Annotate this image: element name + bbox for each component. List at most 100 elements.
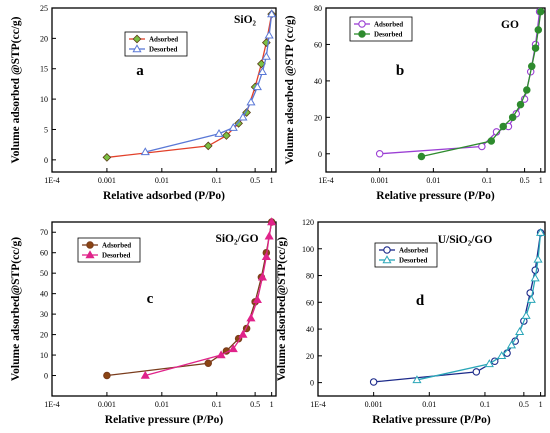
panel-title: SiO₂/GO xyxy=(215,233,258,245)
data-point xyxy=(508,113,517,122)
y-tick-label: 10 xyxy=(40,95,48,104)
y-tick-label: 40 xyxy=(314,77,322,86)
data-point xyxy=(499,122,507,131)
data-point xyxy=(536,7,545,16)
data-point xyxy=(228,122,238,131)
data-point xyxy=(140,370,150,379)
legend: Adsorbed Desorbed xyxy=(374,242,438,268)
legend-label: Adsorbed xyxy=(374,21,403,29)
plot-frame xyxy=(325,7,546,173)
data-point xyxy=(203,141,213,151)
data-point xyxy=(140,147,150,156)
legend-label: Desorbed xyxy=(399,257,427,265)
data-point xyxy=(506,340,517,349)
panel-title: SiO₂ xyxy=(234,14,257,26)
x-tick-label: 0.01 xyxy=(155,400,169,409)
data-point xyxy=(531,266,539,274)
panel-letter: c xyxy=(147,291,154,307)
data-point xyxy=(526,294,536,303)
data-point xyxy=(252,295,262,303)
data-point xyxy=(267,217,277,226)
x-tick-label: 1 xyxy=(270,400,274,409)
legend-marker xyxy=(86,241,94,249)
data-point xyxy=(238,112,248,121)
panel-letter: b xyxy=(396,63,404,79)
x-tick-label: 0.01 xyxy=(422,400,436,409)
y-tick-label: 15 xyxy=(40,65,48,74)
y-tick-label: 0 xyxy=(318,150,322,159)
legend: Adsorbed Desorbed xyxy=(77,237,141,263)
data-point xyxy=(234,119,243,128)
y-tick-label: 20 xyxy=(314,113,322,122)
chart-panel-b: 1E-4 0.001 0.01 0.1 0.5 1 0 20 40 60 80 Relative pr… xyxy=(284,4,546,202)
x-tick-label: 1 xyxy=(539,400,543,409)
legend: Adsorbed Desorbed xyxy=(349,16,413,42)
legend: Adsorbed Desorbed xyxy=(124,31,188,57)
x-tick-label: 0.01 xyxy=(155,176,169,185)
x-tick-label: 1E-4 xyxy=(318,176,334,185)
data-point xyxy=(516,100,525,109)
x-tick-label: 0.5 xyxy=(519,400,529,409)
series-line xyxy=(145,13,273,153)
series-desorbed xyxy=(140,217,277,379)
legend-marker xyxy=(358,30,366,38)
legend-marker xyxy=(85,250,95,259)
y-tick-label: 10 xyxy=(40,351,48,360)
y-tick-label: 20 xyxy=(306,352,314,361)
data-point xyxy=(252,82,262,91)
x-tick-label: 0.5 xyxy=(520,176,530,185)
legend-label: Desorbed xyxy=(374,31,402,39)
x-tick-label: 0.1 xyxy=(212,400,222,409)
data-point xyxy=(228,344,238,353)
data-point xyxy=(246,97,256,106)
series-desorbed xyxy=(412,228,546,384)
y-tick-label: 80 xyxy=(306,272,314,281)
y-tick-label: 70 xyxy=(40,228,48,237)
legend-label: Adsorbed xyxy=(149,36,178,44)
y-tick-label: 60 xyxy=(40,249,48,258)
legend-marker xyxy=(358,20,366,28)
data-point xyxy=(536,228,546,236)
y-tick-label: 80 xyxy=(314,4,322,13)
series-desorbed xyxy=(417,7,545,161)
y-tick-label: 120 xyxy=(302,218,314,227)
x-axis-title: Relative pressure (P/Po) xyxy=(372,414,491,426)
legend-marker xyxy=(132,34,142,44)
x-tick-label: 1E-4 xyxy=(44,400,60,409)
panel-letter: a xyxy=(136,63,144,79)
data-point xyxy=(216,350,226,359)
x-tick-label: 0.1 xyxy=(480,400,490,409)
x-tick-label: 0.001 xyxy=(365,400,383,409)
data-point xyxy=(531,44,540,52)
legend-label: Desorbed xyxy=(102,252,130,260)
plot-frame xyxy=(51,7,277,173)
x-tick-label: 0.001 xyxy=(371,176,389,185)
legend-marker xyxy=(382,255,392,264)
x-axis-title: Relative pressure (P/Po) xyxy=(376,190,495,202)
data-point xyxy=(257,59,266,69)
x-tick-label: 0.1 xyxy=(212,176,222,185)
x-tick-label: 0.01 xyxy=(426,176,440,185)
data-point xyxy=(222,131,231,140)
data-point xyxy=(261,51,271,60)
data-point xyxy=(369,378,378,386)
data-point xyxy=(214,129,224,137)
data-point xyxy=(533,254,543,263)
y-tick-label: 20 xyxy=(40,331,48,340)
x-tick-label: 0.001 xyxy=(98,176,116,185)
data-point xyxy=(264,231,274,240)
y-tick-label: 60 xyxy=(314,40,322,49)
y-axis-title: Volume adsorbed @STP (cc/g) xyxy=(284,15,296,164)
plot-frame xyxy=(51,221,277,397)
series-line xyxy=(421,11,542,158)
x-tick-label: 0.5 xyxy=(250,176,260,185)
data-point xyxy=(102,153,112,162)
legend-label: Adsorbed xyxy=(399,247,428,255)
data-point xyxy=(246,313,256,322)
x-axis-title: Relative pressure (P/Po) xyxy=(105,414,224,426)
panel-title: GO xyxy=(501,19,519,31)
data-point xyxy=(497,351,507,360)
series-desorbed xyxy=(140,9,277,156)
legend-marker xyxy=(132,44,142,53)
legend-label: Adsorbed xyxy=(102,242,131,250)
